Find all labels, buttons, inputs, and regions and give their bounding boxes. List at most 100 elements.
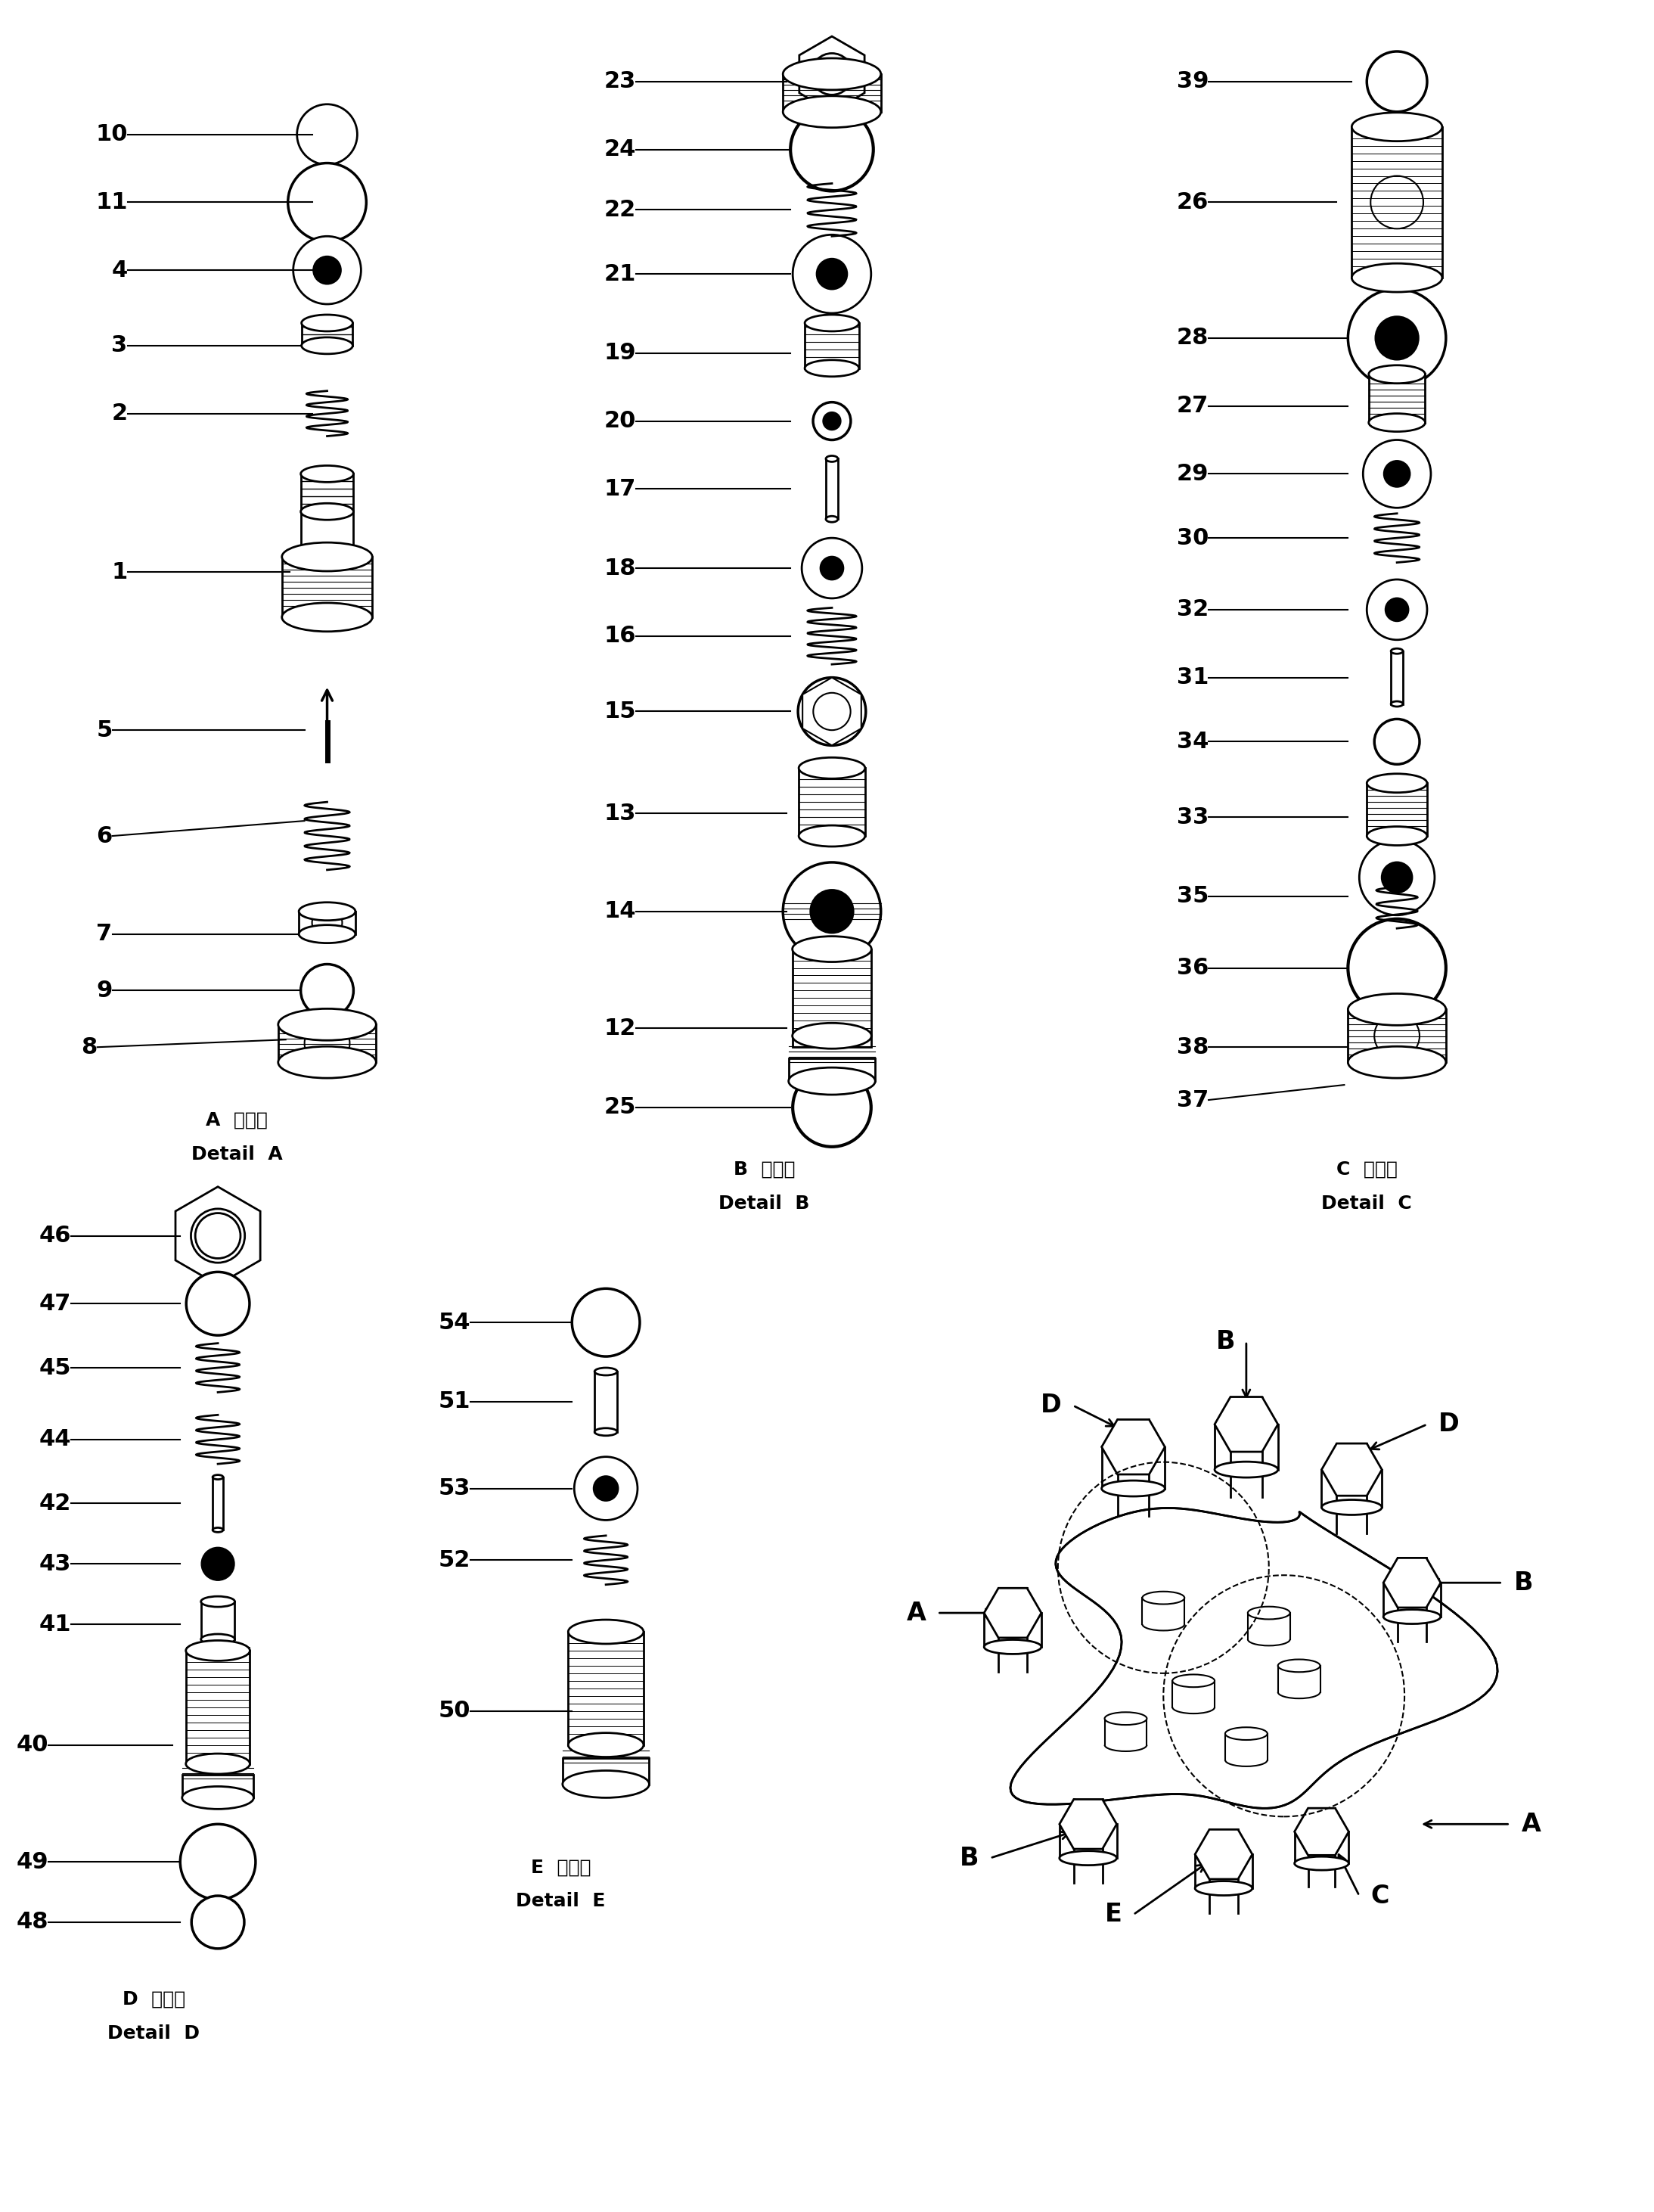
- Circle shape: [820, 699, 844, 723]
- Text: D: D: [1040, 1394, 1062, 1418]
- Text: 3: 3: [111, 334, 127, 356]
- Ellipse shape: [1391, 701, 1403, 706]
- Text: 44: 44: [38, 1429, 71, 1451]
- Circle shape: [314, 257, 341, 283]
- Ellipse shape: [1105, 1712, 1146, 1725]
- Text: 10: 10: [96, 124, 127, 146]
- Bar: [792, 949, 872, 1046]
- Circle shape: [190, 1208, 245, 1263]
- Ellipse shape: [278, 1046, 375, 1077]
- Circle shape: [288, 164, 366, 241]
- Text: 48: 48: [17, 1911, 48, 1933]
- Text: 6: 6: [96, 825, 112, 847]
- Circle shape: [195, 1212, 240, 1259]
- Circle shape: [187, 1272, 250, 1336]
- Polygon shape: [175, 1186, 260, 1285]
- Ellipse shape: [1247, 1606, 1290, 1619]
- Circle shape: [1376, 316, 1417, 358]
- Ellipse shape: [984, 1639, 1042, 1655]
- Bar: [278, 1024, 375, 1062]
- Ellipse shape: [1214, 1462, 1279, 1478]
- Circle shape: [1348, 918, 1446, 1018]
- Circle shape: [1381, 863, 1413, 891]
- Text: 7: 7: [96, 922, 112, 945]
- Text: 11: 11: [96, 190, 127, 212]
- Ellipse shape: [200, 1597, 235, 1606]
- Circle shape: [1363, 440, 1431, 509]
- Ellipse shape: [1279, 1659, 1320, 1672]
- Ellipse shape: [1351, 113, 1442, 142]
- Ellipse shape: [182, 1787, 253, 1809]
- Bar: [594, 1371, 617, 1431]
- Circle shape: [192, 1896, 245, 1949]
- Text: 23: 23: [604, 71, 637, 93]
- Polygon shape: [984, 1588, 1042, 1637]
- Ellipse shape: [1383, 1610, 1441, 1624]
- Circle shape: [791, 108, 873, 190]
- Bar: [299, 911, 356, 933]
- Bar: [301, 323, 352, 345]
- Circle shape: [792, 1068, 872, 1146]
- Text: 20: 20: [604, 409, 637, 431]
- Circle shape: [180, 1825, 255, 1900]
- Ellipse shape: [1143, 1590, 1184, 1604]
- Text: Detail  A: Detail A: [192, 1146, 283, 1164]
- Text: 33: 33: [1176, 805, 1209, 827]
- Text: 54: 54: [438, 1312, 470, 1334]
- Bar: [1348, 1009, 1446, 1062]
- Text: C  詳　細: C 詳 細: [1336, 1161, 1398, 1179]
- Ellipse shape: [299, 902, 356, 920]
- Text: 43: 43: [40, 1553, 71, 1575]
- Bar: [805, 323, 858, 367]
- Bar: [1391, 650, 1403, 703]
- Bar: [825, 458, 839, 520]
- Bar: [799, 768, 865, 836]
- Text: 53: 53: [438, 1478, 470, 1500]
- Ellipse shape: [185, 1754, 250, 1774]
- Text: 34: 34: [1176, 730, 1209, 752]
- Ellipse shape: [1370, 414, 1426, 431]
- Text: 14: 14: [604, 900, 637, 922]
- Text: 32: 32: [1176, 599, 1209, 622]
- Ellipse shape: [185, 1641, 250, 1661]
- Circle shape: [1348, 290, 1446, 387]
- Ellipse shape: [789, 1068, 875, 1095]
- Text: B: B: [1513, 1571, 1533, 1595]
- Circle shape: [820, 557, 844, 580]
- Text: 2: 2: [111, 403, 127, 425]
- Circle shape: [782, 863, 882, 960]
- Text: 1: 1: [111, 562, 127, 584]
- Text: 25: 25: [604, 1097, 637, 1119]
- Text: 50: 50: [438, 1701, 470, 1721]
- Ellipse shape: [1226, 1728, 1267, 1741]
- Circle shape: [814, 692, 850, 730]
- Ellipse shape: [299, 925, 356, 942]
- Text: 8: 8: [81, 1035, 98, 1057]
- Text: 38: 38: [1176, 1035, 1209, 1057]
- Polygon shape: [1060, 1798, 1116, 1849]
- Ellipse shape: [805, 361, 858, 376]
- Ellipse shape: [1060, 1851, 1116, 1865]
- Text: 22: 22: [604, 199, 637, 221]
- Circle shape: [792, 234, 872, 314]
- Bar: [200, 1601, 235, 1639]
- Bar: [185, 1650, 250, 1763]
- Ellipse shape: [782, 95, 882, 128]
- Ellipse shape: [1366, 774, 1427, 792]
- Text: 45: 45: [38, 1356, 71, 1378]
- Circle shape: [313, 907, 342, 938]
- Text: Detail  D: Detail D: [108, 2024, 200, 2042]
- Text: E  詳　細: E 詳 細: [531, 1858, 590, 1876]
- Circle shape: [202, 1546, 235, 1582]
- Text: D  詳　細: D 詳 細: [122, 1991, 185, 2008]
- Circle shape: [814, 403, 850, 440]
- Circle shape: [293, 237, 361, 303]
- Text: Detail  C: Detail C: [1322, 1194, 1413, 1212]
- Circle shape: [1386, 597, 1408, 622]
- Text: 9: 9: [96, 980, 112, 1002]
- Bar: [789, 1060, 875, 1082]
- Ellipse shape: [1348, 1046, 1446, 1077]
- Circle shape: [572, 1290, 640, 1356]
- Text: 19: 19: [604, 343, 637, 365]
- Ellipse shape: [805, 314, 858, 332]
